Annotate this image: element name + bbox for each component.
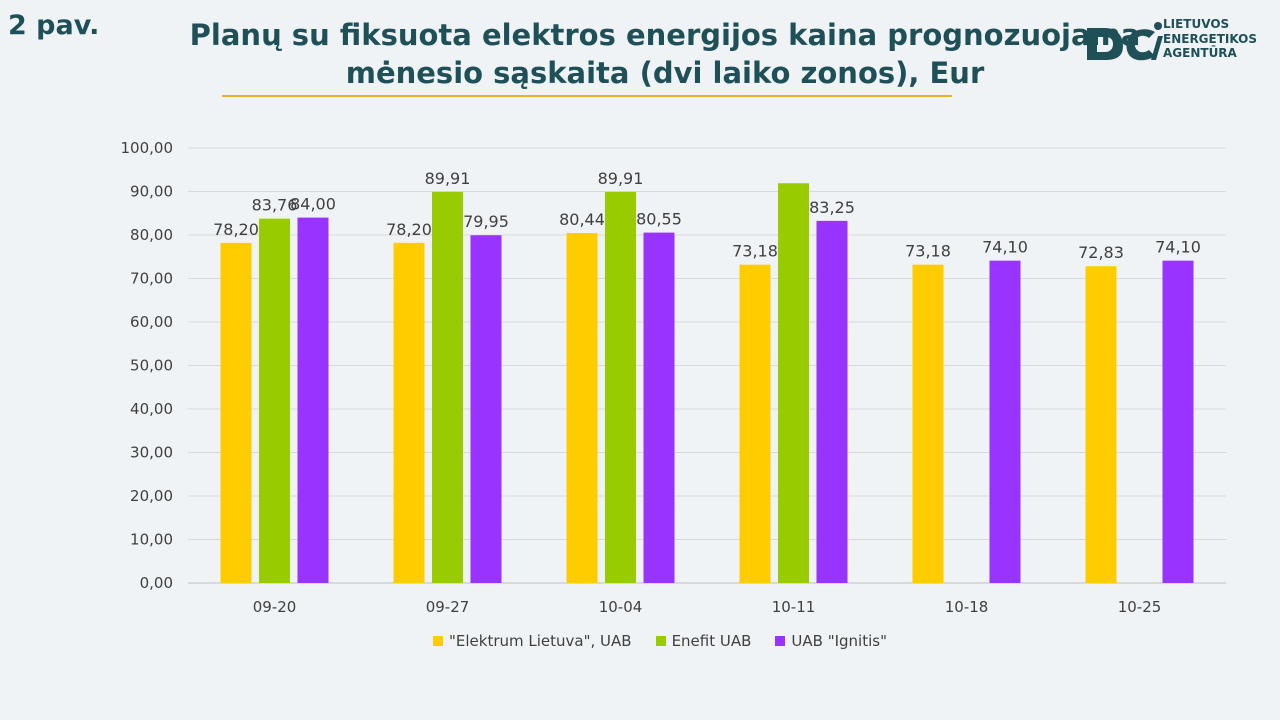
x-tick-label: 10-25 <box>1118 598 1162 616</box>
legend-swatch <box>432 636 443 646</box>
data-label: 78,20 <box>386 220 432 239</box>
y-tick-label: 90,00 <box>130 183 173 201</box>
y-tick-label: 40,00 <box>130 400 173 418</box>
legend-swatch <box>775 636 786 646</box>
chart-legend: "Elektrum Lietuva", UAB Enefit UAB UAB "Ig… <box>0 632 1280 650</box>
agency-logo-icon <box>1087 22 1163 61</box>
x-tick-label: 10-18 <box>945 598 989 616</box>
logo-line1: LIETUVOS <box>1163 17 1230 31</box>
chart-title-line1: Planų su fiksuota elektros energijos kai… <box>189 18 1141 52</box>
bar <box>470 235 502 583</box>
logo-text: LIETUVOS ENERGETIKOS AGENTŪRA <box>1163 17 1257 61</box>
bar <box>912 264 944 583</box>
bar <box>297 217 329 583</box>
data-label: 79,95 <box>463 212 509 231</box>
bar <box>220 242 252 583</box>
legend-label: UAB "Ignitis" <box>791 632 887 650</box>
x-tick-label: 09-27 <box>426 598 470 616</box>
bar <box>778 183 809 584</box>
bar <box>989 260 1021 583</box>
y-tick-label: 70,00 <box>130 270 173 288</box>
y-tick-label: 30,00 <box>130 444 173 462</box>
figure-label: 2 pav. <box>8 10 100 41</box>
y-tick-label: 20,00 <box>130 487 173 505</box>
bar <box>605 191 636 584</box>
data-label: 74,10 <box>982 238 1028 257</box>
data-label: 74,10 <box>1155 238 1201 257</box>
data-label: 84,00 <box>290 195 336 214</box>
x-tick-label: 10-11 <box>772 598 816 616</box>
bar <box>259 218 290 584</box>
legend-item: Enefit UAB <box>655 632 752 650</box>
y-tick-label: 80,00 <box>130 226 173 244</box>
data-label: 83,76 <box>252 196 298 215</box>
legend-item: "Elektrum Lietuva", UAB <box>432 632 632 650</box>
bar <box>1162 260 1194 583</box>
data-label: 73,18 <box>905 242 951 261</box>
logo-line2: ENERGETIKOS <box>1163 31 1257 46</box>
chart-title: Planų su fiksuota elektros energijos kai… <box>160 16 1170 92</box>
bar <box>643 232 675 584</box>
bar <box>566 233 598 583</box>
data-label: 73,18 <box>732 242 778 261</box>
bar <box>739 264 771 583</box>
y-tick-label: 10,00 <box>130 531 173 549</box>
data-label: 80,44 <box>559 210 605 229</box>
y-tick-label: 60,00 <box>130 313 173 331</box>
data-label: 89,91 <box>598 169 644 188</box>
y-tick-label: 50,00 <box>130 357 173 375</box>
bar <box>393 242 425 583</box>
legend-label: "Elektrum Lietuva", UAB <box>448 632 632 650</box>
x-tick-label: 09-20 <box>253 598 297 616</box>
bar <box>816 220 848 584</box>
bar <box>432 191 463 584</box>
title-underline <box>222 95 952 97</box>
y-tick-label: 0,00 <box>140 574 173 592</box>
data-label: 83,25 <box>809 198 855 217</box>
legend-swatch <box>655 636 666 646</box>
x-tick-label: 10-04 <box>599 598 643 616</box>
legend-label: Enefit UAB <box>671 632 752 650</box>
data-label: 72,83 <box>1078 243 1124 262</box>
data-label: 80,55 <box>636 210 682 229</box>
data-label: 89,91 <box>425 169 471 188</box>
y-tick-label: 100,00 <box>121 139 174 157</box>
legend-item: UAB "Ignitis" <box>775 632 887 650</box>
data-label: 78,20 <box>213 220 259 239</box>
bar <box>1085 266 1117 583</box>
logo-line3: AGENTŪRA <box>1163 46 1237 60</box>
chart-title-line2: mėnesio sąskaita (dvi laiko zonos), Eur <box>345 56 985 90</box>
